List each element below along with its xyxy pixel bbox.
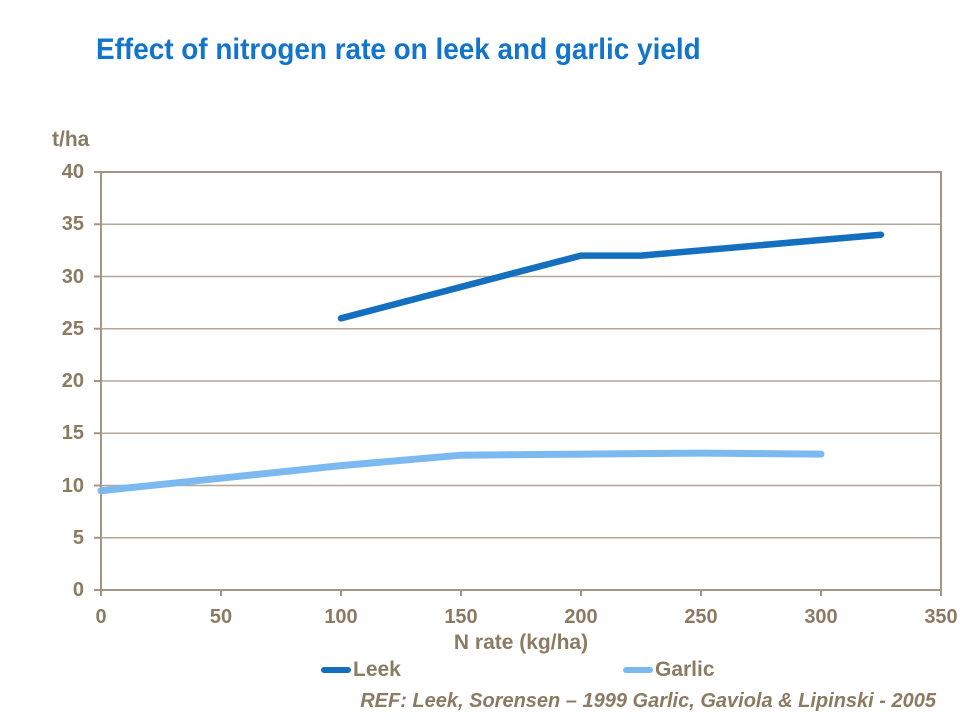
x-tick-label: 0	[95, 606, 107, 628]
x-tick-label: 100	[324, 606, 358, 628]
x-tick-label: 150	[444, 606, 478, 628]
y-tick-label: 5	[72, 526, 84, 549]
y-tick-label: 10	[61, 474, 84, 497]
x-tick-label: 200	[564, 606, 598, 628]
x-axis-title: N rate (kg/ha)	[453, 631, 589, 654]
legend-label-garlic: Garlic	[655, 658, 715, 681]
y-tick-label: 0	[72, 579, 84, 601]
x-tick-label: 250	[684, 606, 718, 628]
y-tick-label: 30	[61, 265, 84, 288]
y-axis-unit-label: t/ha	[52, 128, 90, 151]
x-tick-label: 50	[209, 606, 233, 628]
y-tick-label: 40	[61, 161, 84, 183]
y-tick-label: 15	[61, 422, 84, 445]
x-tick-label: 350	[924, 606, 958, 628]
x-tick-label: 300	[804, 606, 838, 628]
leek-line-swatch	[321, 667, 351, 673]
y-tick-label: 25	[61, 317, 84, 340]
chart-title: Effect of nitrogen rate on leek and garl…	[96, 33, 701, 66]
legend-item-leek: Leek	[321, 658, 401, 682]
garlic-line-swatch	[623, 667, 653, 673]
y-tick-label: 35	[61, 213, 84, 236]
legend-item-garlic: Garlic	[623, 658, 715, 682]
y-tick-label: 20	[61, 370, 84, 392]
reference-text: REF: Leek, Sorensen – 1999 Garlic, Gavio…	[360, 690, 936, 712]
legend-label-leek: Leek	[353, 658, 401, 681]
